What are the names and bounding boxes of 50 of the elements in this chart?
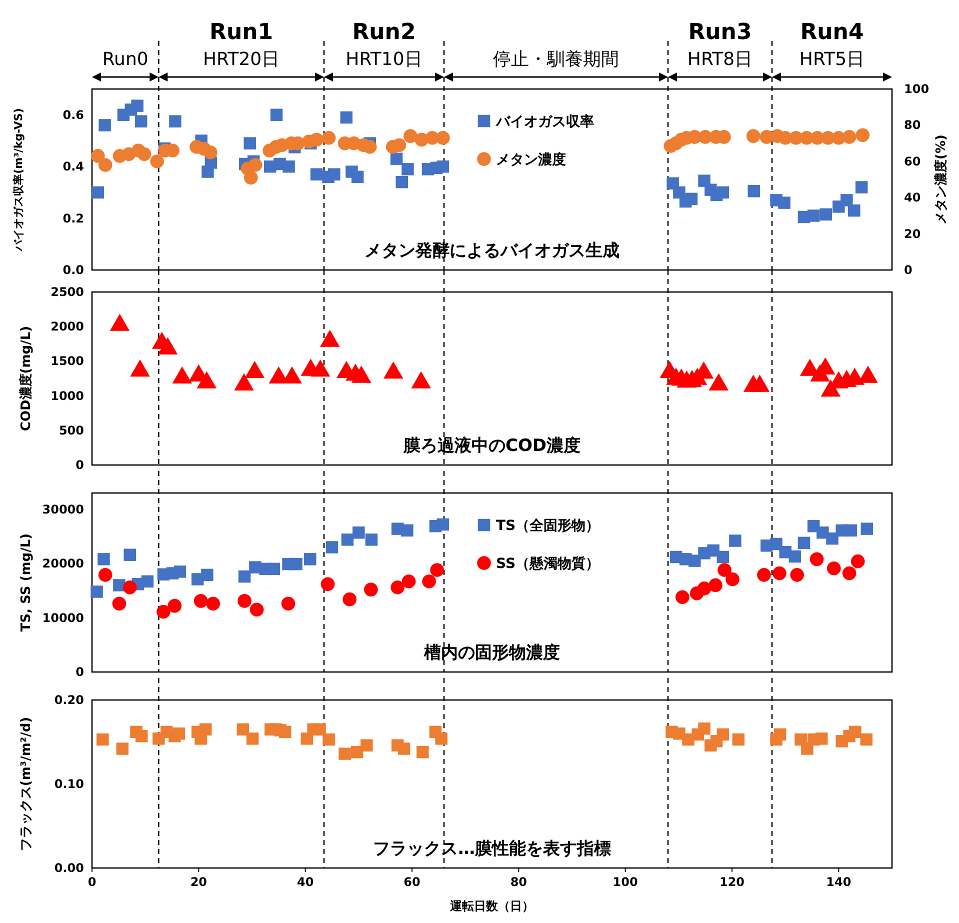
y-axis-title: COD濃度(mg/L) [18,326,34,432]
y-tick-label: 1500 [50,354,84,368]
x-tick-label: 100 [612,875,638,889]
y-tick-label: 0.00 [54,861,84,875]
annotation: 膜ろ過液中のCOD濃度 [402,436,581,456]
x-tick-label: 80 [510,875,528,889]
x-tick-label: 120 [719,875,745,889]
x-tick-label: 140 [826,875,852,889]
y-tick-label: 2000 [50,320,84,334]
x-tick-label: 60 [404,875,420,889]
y-tick-label: 2500 [50,285,84,299]
x-tick-label: 40 [296,875,314,889]
y2-tick-label: 0 [904,263,912,277]
y-tick-label: 0.2 [62,211,84,226]
legend-label: SS（懸濁物質） [496,555,600,572]
x-axis-title: 運転日数（日） [449,899,534,913]
y-tick-label: 0.0 [62,263,84,277]
y-tick-label: 0 [76,458,84,472]
legend-label: メタン濃度 [496,151,566,168]
y-tick-label: 0.4 [62,160,84,174]
y-tick-label: 0.10 [54,777,84,791]
y-tick-label: 500 [58,423,84,438]
y2-axis-title: メタン濃度(%) [933,134,949,224]
text: Run0 [102,49,148,70]
x-tick-label: 0 [88,875,96,889]
y-tick-label: 0.6 [62,108,84,122]
y-tick-label: 0.20 [54,693,84,707]
y-tick-label: 10000 [42,610,84,625]
x-tick-label: 20 [190,875,208,889]
text: Run4 HRT5日 [799,20,865,70]
text: Run2 HRT10日 [346,20,422,70]
text: Run1 HRT20日 [203,20,280,70]
y2-tick-label: 80 [904,118,921,132]
y-tick-label: 20000 [42,556,84,571]
y2-tick-label: 60 [904,154,921,168]
y2-tick-label: 20 [904,226,921,241]
y-tick-label: 30000 [42,502,84,516]
y2-tick-label: 100 [904,82,930,96]
y-axis-title: TS, SS (mg/L) [19,533,34,632]
y-tick-label: 1000 [50,388,84,403]
text: 停止・馴養期間 [493,49,619,70]
legend-label: バイオガス収率 [495,113,594,130]
annotation: メタン発酵によるバイオガス生成 [364,241,620,261]
y-tick-label: 0 [76,665,84,679]
y-axis-title: バイオガス収率(m³/kg-VS) [12,108,25,252]
text: Run3 HRT8日 [687,20,753,70]
y2-tick-label: 40 [904,190,921,205]
annotation: 槽内の固形物濃度 [423,643,560,663]
legend-label: TS（全固形物） [496,518,600,534]
y-axis-title: フラックス(m³/m²/d) [19,716,34,852]
